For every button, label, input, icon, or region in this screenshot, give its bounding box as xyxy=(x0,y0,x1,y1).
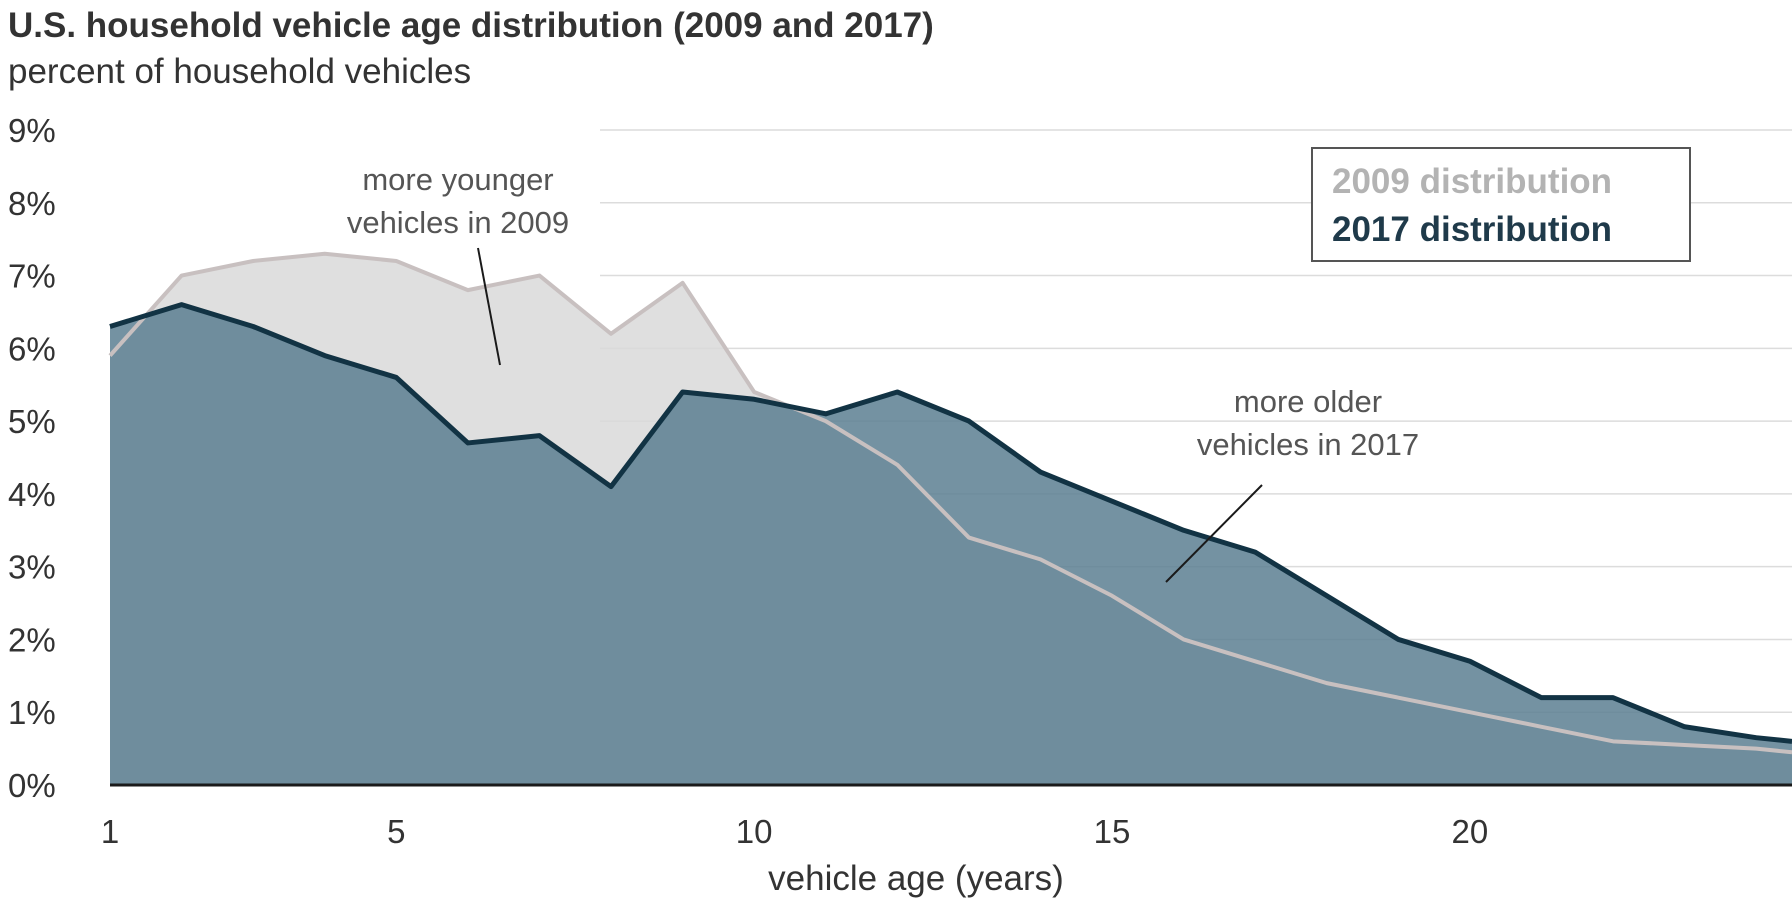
y-tick-label: 0% xyxy=(8,767,56,804)
legend: 2009 distribution 2017 distribution xyxy=(1311,147,1691,262)
legend-item-2017: 2017 distribution xyxy=(1332,210,1612,249)
y-tick-label: 8% xyxy=(8,185,56,222)
y-tick-label: 1% xyxy=(8,694,56,731)
y-tick-label: 4% xyxy=(8,476,56,513)
annotation-line: more younger xyxy=(362,162,553,197)
x-tick-label: 20 xyxy=(1452,813,1489,850)
x-tick-label: 5 xyxy=(387,813,405,850)
y-tick-label: 7% xyxy=(8,258,56,295)
legend-box xyxy=(1311,147,1691,262)
y-tick-label: 3% xyxy=(8,549,56,586)
x-tick-label: 1 xyxy=(101,813,119,850)
annotation-younger-vehicles: more younger vehicles in 2009 xyxy=(347,162,569,366)
chart-subtitle: percent of household vehicles xyxy=(8,52,472,91)
line-series-2009 xyxy=(108,251,1792,755)
y-tick-label: 9% xyxy=(8,112,56,149)
x-tick-label: 10 xyxy=(736,813,773,850)
annotation-older-vehicles: more older vehicles in 2017 xyxy=(1165,384,1419,583)
legend-item-2009: 2009 distribution xyxy=(1332,162,1612,201)
annotation-line: vehicles in 2017 xyxy=(1197,427,1419,462)
y-tick-label: 2% xyxy=(8,621,56,658)
data-areas xyxy=(108,251,1792,785)
annotation-line: vehicles in 2009 xyxy=(347,205,569,240)
line-series-2017 xyxy=(109,302,1792,744)
axes: 0%1%2%3%4%5%6%7%8%9%1 5 10 15 20 xyxy=(8,112,1792,850)
x-axis-label: vehicle age (years) xyxy=(768,859,1064,898)
annotation-leader-line xyxy=(1165,484,1263,583)
y-tick-label: 5% xyxy=(8,403,56,440)
x-tick-label: 15 xyxy=(1094,813,1131,850)
annotation-line: more older xyxy=(1234,384,1382,419)
annotation-leader-line xyxy=(477,247,501,366)
y-tick-label: 6% xyxy=(8,330,56,367)
chart-title: U.S. household vehicle age distribution … xyxy=(8,6,934,45)
area-series-2017 xyxy=(110,304,1792,785)
